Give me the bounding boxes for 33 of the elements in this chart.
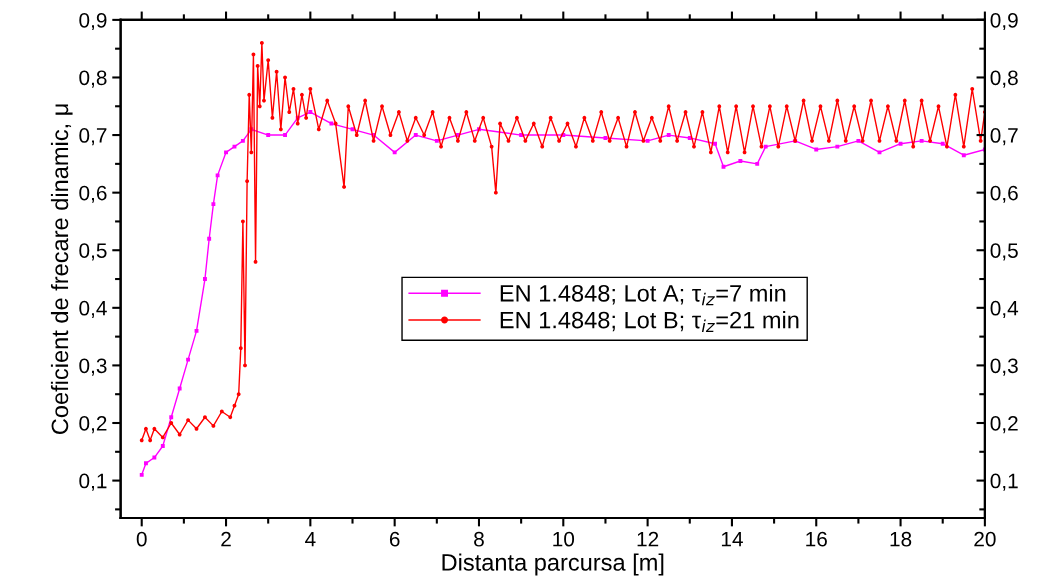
y-tick-label: 0,8	[79, 70, 107, 88]
x-tick-label: 0	[136, 531, 147, 547]
y2-tick-label: 0,8	[990, 70, 1018, 88]
y-tick-label: 0,7	[79, 128, 107, 146]
x-tick-label: 12	[637, 531, 659, 547]
y-tick-label: 0,9	[79, 12, 107, 31]
x-tick-label: 4	[305, 531, 316, 547]
y2-tick-label: 0,6	[990, 185, 1018, 203]
x-tick-label: 10	[553, 531, 575, 547]
y-tick-label: 0,2	[79, 416, 107, 434]
y-tick-label: 0,3	[79, 358, 107, 376]
y2-tick-label: 0,1	[990, 473, 1018, 491]
y-tick-label: 0,1	[79, 473, 107, 491]
y2-tick-label: 0,2	[990, 416, 1018, 434]
x-tick-label: 18	[890, 531, 912, 547]
y2-tick-label: 0,7	[990, 128, 1018, 146]
y-tick-label: 0,6	[79, 185, 107, 203]
y2-tick-label: 0,3	[990, 358, 1018, 376]
y2-tick-label: 0,5	[990, 243, 1018, 261]
legend-label: EN 1.4848; Lot B; τ$_{iz}$=21 min	[500, 311, 799, 333]
y2-tick-label: 0,4	[990, 300, 1019, 319]
y-tick-label: 0,5	[79, 243, 107, 261]
x-tick-label: 6	[389, 531, 400, 547]
x-tick-label: 2	[221, 531, 231, 547]
x-tick-label: 14	[721, 531, 743, 547]
x-axis-title: Distanta parcursa [m]	[442, 553, 664, 576]
legend-label: EN 1.4848; Lot A; τ$_{iz}$=7 min	[500, 284, 786, 306]
x-tick-label: 16	[806, 531, 827, 547]
y2-tick-label: 0,9	[990, 12, 1018, 31]
y-tick-label: 0,4	[79, 300, 107, 319]
x-tick-label: 20	[974, 531, 996, 547]
x-tick-label: 8	[474, 531, 484, 547]
y-axis-title: Coeficient de frecare dinamic, μ	[50, 104, 73, 434]
